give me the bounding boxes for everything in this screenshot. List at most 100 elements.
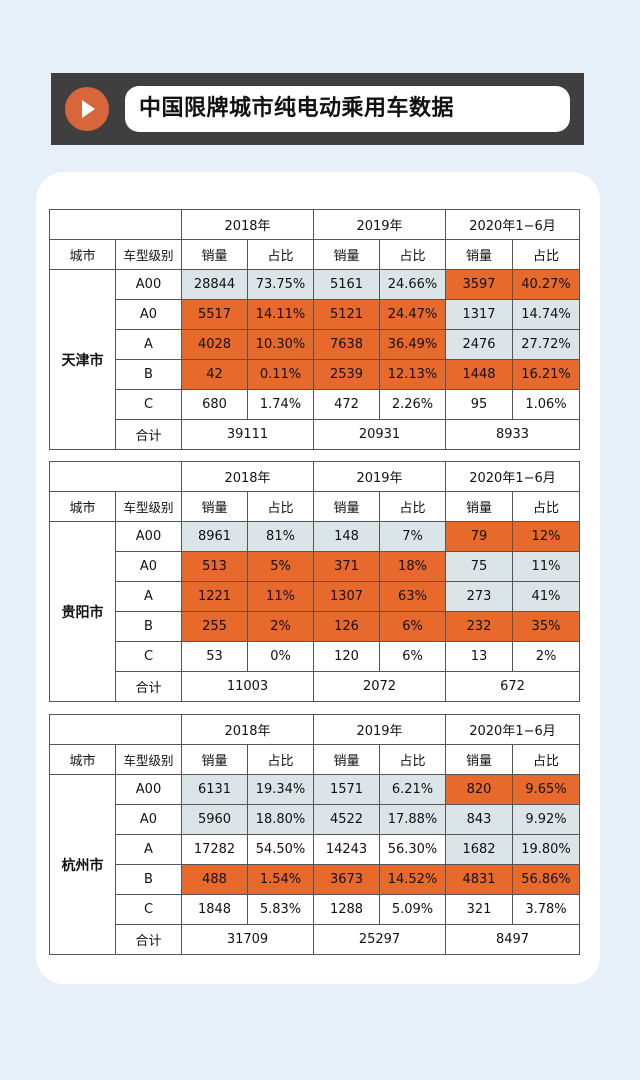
sales-cell: 6131 bbox=[181, 774, 248, 805]
share-header: 占比 bbox=[512, 744, 580, 775]
share-cell: 63% bbox=[379, 581, 446, 612]
header-bar: 中国限牌城市纯电动乘用车数据 bbox=[51, 73, 584, 145]
share-cell: 19.80% bbox=[512, 834, 580, 865]
share-cell: 14.74% bbox=[512, 299, 580, 330]
sales-cell: 1682 bbox=[445, 834, 513, 865]
table-row: A0 5960 18.80% 4522 17.88% 843 9.92% bbox=[50, 804, 580, 835]
total-cell: 672 bbox=[445, 671, 580, 702]
share-header: 占比 bbox=[247, 491, 314, 522]
sales-cell: 820 bbox=[445, 774, 513, 805]
year-header: 2020年1−6月 bbox=[445, 461, 580, 492]
table-row: 天津市 A00 28844 73.75% 5161 24.66% 3597 40.27% bbox=[49, 269, 580, 450]
share-cell: 9.65% bbox=[512, 774, 580, 805]
sales-cell: 8961 bbox=[181, 521, 248, 552]
table-row: A 1221 11% 1307 63% 273 41% bbox=[50, 581, 580, 612]
total-cell: 25297 bbox=[313, 924, 446, 955]
sales-cell: 3597 bbox=[445, 269, 513, 300]
sales-cell: 843 bbox=[445, 804, 513, 835]
share-header: 占比 bbox=[379, 744, 446, 775]
share-header: 占比 bbox=[512, 491, 580, 522]
sales-header: 销量 bbox=[445, 239, 513, 270]
share-cell: 10.30% bbox=[247, 329, 314, 360]
vehicle-class: B bbox=[115, 864, 182, 895]
year-header: 2020年1−6月 bbox=[445, 714, 580, 745]
year-header: 2018年 bbox=[181, 209, 314, 240]
sales-cell: 232 bbox=[445, 611, 513, 642]
year-header: 2019年 bbox=[313, 714, 446, 745]
city-name: 杭州市 bbox=[49, 774, 116, 955]
vehicle-class: A0 bbox=[115, 299, 182, 330]
sales-cell: 273 bbox=[445, 581, 513, 612]
sales-header: 销量 bbox=[313, 239, 380, 270]
year-header: 2019年 bbox=[313, 461, 446, 492]
share-cell: 9.92% bbox=[512, 804, 580, 835]
table-row: 贵阳市 A00 8961 81% 148 7% 79 12% bbox=[49, 521, 580, 702]
sales-cell: 95 bbox=[445, 389, 513, 420]
share-cell: 40.27% bbox=[512, 269, 580, 300]
share-cell: 24.47% bbox=[379, 299, 446, 330]
share-cell: 56.30% bbox=[379, 834, 446, 865]
sales-cell: 1448 bbox=[445, 359, 513, 390]
share-cell: 19.34% bbox=[247, 774, 314, 805]
play-icon[interactable] bbox=[65, 87, 109, 131]
share-cell: 41% bbox=[512, 581, 580, 612]
class-header: 车型级别 bbox=[115, 491, 182, 522]
total-row: 合计 11003 2072 672 bbox=[50, 671, 580, 702]
vehicle-class: A0 bbox=[115, 551, 182, 582]
table-row: A0 513 5% 371 18% 75 11% bbox=[50, 551, 580, 582]
share-cell: 5% bbox=[247, 551, 314, 582]
share-cell: 6.21% bbox=[379, 774, 446, 805]
share-cell: 2.26% bbox=[379, 389, 446, 420]
table-row: A 4028 10.30% 7638 36.49% 2476 27.72% bbox=[50, 329, 580, 360]
vehicle-class: B bbox=[115, 359, 182, 390]
total-cell: 8497 bbox=[445, 924, 580, 955]
share-cell: 2% bbox=[512, 641, 580, 672]
sales-cell: 2539 bbox=[313, 359, 380, 390]
share-cell: 18.80% bbox=[247, 804, 314, 835]
sales-header: 销量 bbox=[445, 491, 513, 522]
city-name: 天津市 bbox=[49, 269, 116, 450]
year-header: 2020年1−6月 bbox=[445, 209, 580, 240]
vehicle-class: A bbox=[115, 329, 182, 360]
vehicle-class: B bbox=[115, 611, 182, 642]
share-cell: 36.49% bbox=[379, 329, 446, 360]
sales-header: 销量 bbox=[181, 491, 248, 522]
page-title: 中国限牌城市纯电动乘用车数据 bbox=[125, 86, 570, 132]
sales-cell: 371 bbox=[313, 551, 380, 582]
year-header: 2018年 bbox=[181, 714, 314, 745]
sales-header: 销量 bbox=[313, 491, 380, 522]
sales-cell: 3673 bbox=[313, 864, 380, 895]
sales-cell: 4522 bbox=[313, 804, 380, 835]
vehicle-class: A0 bbox=[115, 804, 182, 835]
sales-cell: 1317 bbox=[445, 299, 513, 330]
share-cell: 14.11% bbox=[247, 299, 314, 330]
share-cell: 14.52% bbox=[379, 864, 446, 895]
share-cell: 16.21% bbox=[512, 359, 580, 390]
sales-cell: 14243 bbox=[313, 834, 380, 865]
share-header: 占比 bbox=[247, 744, 314, 775]
share-cell: 0.11% bbox=[247, 359, 314, 390]
sales-cell: 79 bbox=[445, 521, 513, 552]
total-row: 合计 39111 20931 8933 bbox=[50, 419, 580, 450]
vehicle-class: A bbox=[115, 581, 182, 612]
sales-cell: 1571 bbox=[313, 774, 380, 805]
share-cell: 3.78% bbox=[512, 894, 580, 925]
table-row: 杭州市 A00 6131 19.34% 1571 6.21% 820 9.65% bbox=[49, 774, 580, 955]
total-cell: 39111 bbox=[181, 419, 314, 450]
sales-cell: 13 bbox=[445, 641, 513, 672]
table-row: C 53 0% 120 6% 13 2% bbox=[50, 641, 580, 672]
sales-cell: 321 bbox=[445, 894, 513, 925]
sales-cell: 680 bbox=[181, 389, 248, 420]
column-header-row: 城市 车型级别 销量 占比 销量 占比 销量 占比 bbox=[49, 239, 580, 270]
share-cell: 54.50% bbox=[247, 834, 314, 865]
sales-cell: 4028 bbox=[181, 329, 248, 360]
sales-header: 销量 bbox=[181, 239, 248, 270]
vehicle-class: C bbox=[115, 641, 182, 672]
share-cell: 17.88% bbox=[379, 804, 446, 835]
year-header-row: 2018年 2019年 2020年1−6月 bbox=[49, 209, 580, 240]
year-header-row: 2018年 2019年 2020年1−6月 bbox=[49, 461, 580, 492]
sales-cell: 513 bbox=[181, 551, 248, 582]
sales-cell: 148 bbox=[313, 521, 380, 552]
share-cell: 35% bbox=[512, 611, 580, 642]
sales-cell: 5161 bbox=[313, 269, 380, 300]
